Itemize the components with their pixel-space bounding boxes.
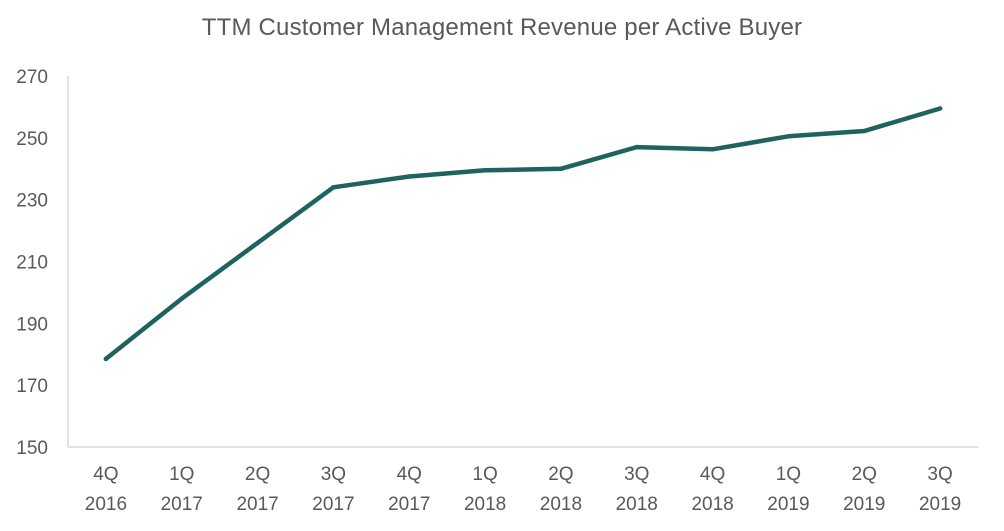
x-tick-label-year: 2019 <box>767 494 809 515</box>
data-point <box>103 356 109 362</box>
y-tick-label: 150 <box>16 438 48 459</box>
x-tick-label-year: 2017 <box>161 494 203 515</box>
x-tick-label-year: 2016 <box>85 494 127 515</box>
x-tick-label-year: 2017 <box>388 494 430 515</box>
x-tick-label-year: 2018 <box>540 494 582 515</box>
x-tick-label-year: 2018 <box>464 494 506 515</box>
x-tick-label-quarter: 3Q <box>624 464 649 485</box>
x-tick-label-year: 2019 <box>843 494 885 515</box>
x-tick-label-quarter: 3Q <box>321 464 346 485</box>
x-tick-label-quarter: 2Q <box>245 464 270 485</box>
data-point <box>710 147 715 152</box>
x-tick-label-quarter: 4Q <box>397 464 422 485</box>
x-tick-label-quarter: 1Q <box>472 464 497 485</box>
chart-title: TTM Customer Management Revenue per Acti… <box>201 14 803 41</box>
data-point <box>937 106 943 111</box>
series-layer <box>103 106 943 362</box>
y-tick-label: 270 <box>16 67 48 88</box>
y-tick-label: 170 <box>16 376 48 397</box>
data-point <box>634 144 639 150</box>
series-line <box>103 106 943 362</box>
x-tick-label-year: 2018 <box>691 494 733 515</box>
x-tick-label-quarter: 2Q <box>548 464 573 485</box>
data-point <box>179 296 184 301</box>
y-tick-label: 210 <box>16 253 48 274</box>
x-tick-label-year: 2018 <box>616 494 658 515</box>
x-tick-label-quarter: 4Q <box>93 464 118 485</box>
y-tick-label: 230 <box>16 191 48 212</box>
x-tick-label-quarter: 2Q <box>852 464 877 485</box>
x-tick-label-year: 2017 <box>312 494 354 515</box>
axes <box>67 76 978 448</box>
x-tick-label-quarter: 1Q <box>169 464 194 485</box>
data-point <box>786 134 791 139</box>
x-axis-tick-labels: 4Q 2016 1Q 2017 2Q 2017 3Q 2017 4Q 2017 1Q 2018 2Q 20… <box>85 464 961 515</box>
y-tick-label: 190 <box>16 314 48 335</box>
data-point <box>255 240 260 246</box>
x-tick-label-year: 2019 <box>919 494 961 515</box>
x-tick-label-quarter: 1Q <box>776 464 801 485</box>
data-point <box>331 185 336 190</box>
data-point <box>407 174 412 179</box>
data-point <box>862 128 867 134</box>
x-tick-label-year: 2017 <box>236 494 278 515</box>
data-point <box>482 168 488 173</box>
data-point <box>558 166 564 171</box>
x-tick-label-quarter: 3Q <box>927 464 952 485</box>
x-tick-label-quarter: 4Q <box>700 464 725 485</box>
y-tick-label: 250 <box>16 129 48 150</box>
y-axis-tick-labels: 150 170 190 210 230 250 270 <box>16 67 48 459</box>
